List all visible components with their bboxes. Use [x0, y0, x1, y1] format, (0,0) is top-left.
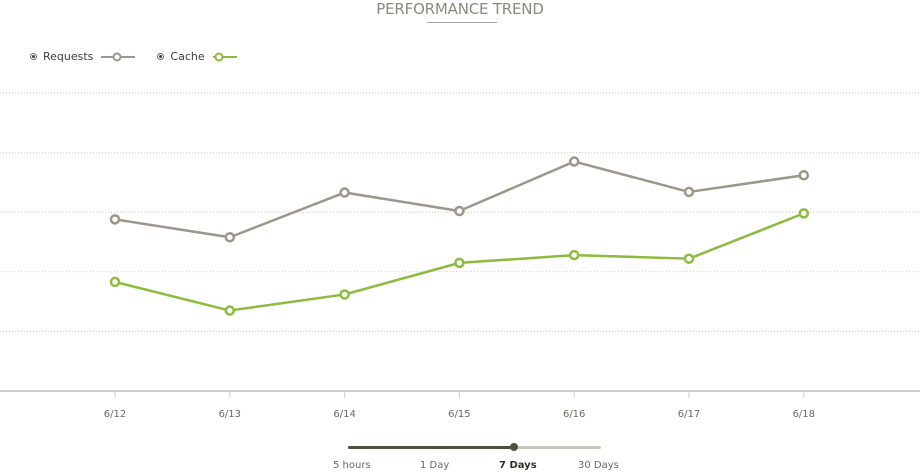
- data-point-cache: [568, 249, 580, 261]
- data-point-requests: [683, 186, 695, 198]
- radio-selected-icon[interactable]: [30, 53, 37, 60]
- x-tick-label: 6/18: [793, 409, 815, 420]
- x-tick-label: 6/15: [448, 409, 470, 420]
- data-point-requests: [798, 169, 810, 181]
- data-point-cache: [339, 289, 350, 300]
- data-point-requests: [454, 205, 465, 217]
- data-point-cache: [683, 253, 695, 264]
- legend-swatch-cache: [212, 52, 237, 61]
- chart-title: PERFORMANCE TREND: [376, 0, 544, 18]
- legend: Requests Cache: [30, 50, 259, 63]
- legend-item-requests[interactable]: Requests: [30, 50, 136, 63]
- data-point-requests: [109, 214, 121, 225]
- line-chart: 6/12 6/13 6/14 6/15 6/16 6/17 6/18: [0, 92, 920, 420]
- range-option-30-days[interactable]: 30 Days: [578, 460, 619, 471]
- legend-swatch-requests: [101, 52, 136, 61]
- range-knob[interactable]: [510, 443, 518, 451]
- range-fill: [348, 446, 514, 449]
- x-tick-label: 6/14: [333, 409, 355, 420]
- series-line-requests: [114, 160, 804, 239]
- data-point-cache: [454, 257, 465, 269]
- range-option-5-hours[interactable]: 5 hours: [333, 460, 371, 471]
- x-tick-label: 6/17: [678, 409, 700, 420]
- x-tick-label: 6/13: [219, 409, 241, 420]
- title-underline: [427, 22, 497, 23]
- x-tick-label: 6/12: [104, 409, 126, 420]
- data-point-requests: [224, 231, 236, 243]
- radio-selected-icon[interactable]: [157, 53, 165, 60]
- range-option-7-days[interactable]: 7 Days: [499, 460, 537, 471]
- data-point-cache: [109, 276, 121, 288]
- x-tick-label: 6/16: [563, 409, 585, 420]
- legend-item-cache[interactable]: Cache: [157, 50, 237, 63]
- data-point-cache: [798, 208, 810, 219]
- data-point-requests: [339, 187, 350, 198]
- data-point-cache: [224, 305, 236, 316]
- legend-label-requests: Requests: [43, 50, 94, 63]
- time-range-slider[interactable]: 5 hours 1 Day 7 Days 30 Days: [330, 440, 630, 471]
- legend-label-cache: Cache: [170, 50, 205, 63]
- range-option-1-day[interactable]: 1 Day: [420, 460, 450, 471]
- data-point-requests: [568, 156, 580, 167]
